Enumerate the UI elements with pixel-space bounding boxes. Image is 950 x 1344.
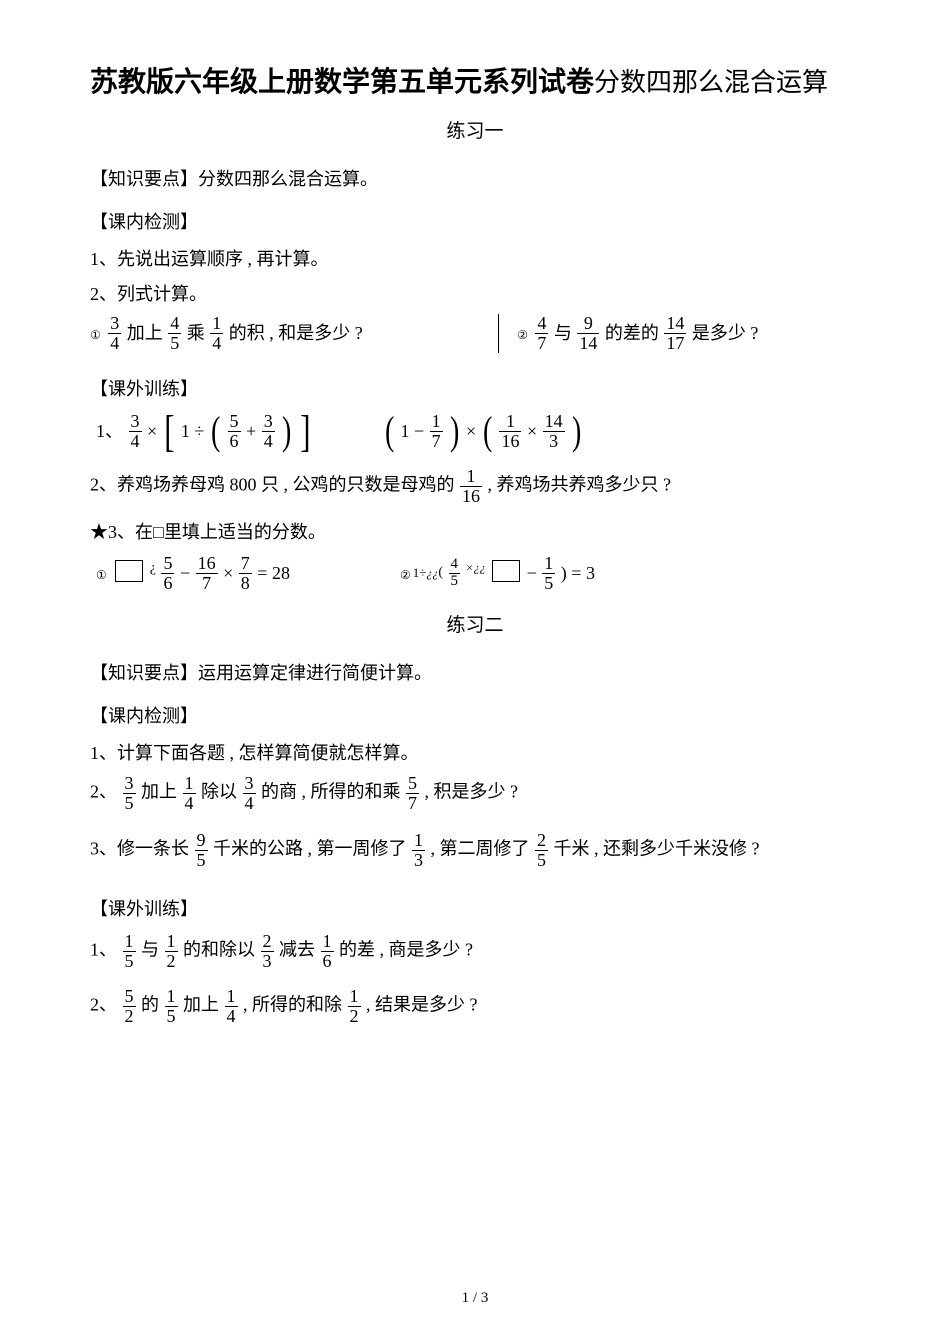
left-paren-icon: ( xyxy=(483,415,492,447)
fraction: 45 xyxy=(449,557,461,590)
p1-kw-q3-subitems: ① ¿ 56 − 167 × 78 = 28 ②1÷¿¿( 45 ×¿¿ − 1… xyxy=(96,554,860,593)
fraction: 12 xyxy=(348,987,361,1026)
p1-kw-q1: 1、 34 × [ 1 ÷ ( 56 + 34 ) ] ( 1 − 17 ) ×… xyxy=(96,412,860,451)
page-number: 1 / 3 xyxy=(0,1286,950,1310)
p1-kw-q1-expr2: ( 1 − 17 ) × ( 116 × 143 ) xyxy=(383,412,584,451)
fraction: 52 xyxy=(123,987,136,1026)
p2-q2: 2、 35 加上 14 除以 34 的商 , 所得的和乘 57 , 积是多少 ? xyxy=(90,774,860,813)
exercise-2-heading: 练习二 xyxy=(90,611,860,641)
fraction: 34 xyxy=(243,774,256,813)
p1-kw-q1-expr1: 1、 34 × [ 1 ÷ ( 56 + 34 ) ] xyxy=(96,412,313,451)
p1-q2-subitems: ① 34 加上 45 乘 14 的积 , 和是多少 ? ② 47 与 914 的… xyxy=(90,314,860,353)
p2-kw-q1: 1、 15 与 12 的和除以 23 减去 16 的差 , 商是多少 ? xyxy=(90,932,860,971)
blank-box xyxy=(492,560,520,582)
in-class-test-heading-2: 【课内检测】 xyxy=(90,702,860,731)
fraction: 14 xyxy=(225,987,238,1026)
page-title: 苏教版六年级上册数学第五单元系列试卷分数四那么混合运算 xyxy=(90,60,860,105)
circled-2-icon: ② xyxy=(517,326,528,345)
left-paren-icon: ( xyxy=(211,415,220,447)
fraction: 15 xyxy=(542,554,555,593)
fraction: 57 xyxy=(406,774,419,813)
right-bracket-icon: ] xyxy=(300,414,310,449)
fraction: 45 xyxy=(168,314,181,353)
knowledge-point-1: 【知识要点】分数四那么混合运算。 xyxy=(90,165,860,194)
fraction: 23 xyxy=(261,932,274,971)
p1-kw-q3: ★3、在□里填上适当的分数。 xyxy=(90,518,860,547)
left-bracket-icon: [ xyxy=(164,414,174,449)
fraction: 35 xyxy=(123,774,136,813)
title-bold: 苏教版六年级上册数学第五单元系列试卷 xyxy=(90,66,594,97)
circled-1-icon: ① xyxy=(96,566,107,585)
fraction: 95 xyxy=(195,831,208,870)
right-paren-icon: ) xyxy=(282,415,291,447)
p1-q2-sub2: ② 47 与 914 的差的 1417 是多少 ? xyxy=(498,314,860,353)
blank-box xyxy=(115,560,143,582)
fraction: 56 xyxy=(161,554,174,593)
p2-q1: 1、计算下面各题 , 怎样算简便就怎样算。 xyxy=(90,739,860,768)
fraction: 14 xyxy=(183,774,196,813)
p1-kw-q2: 2、养鸡场养母鸡 800 只 , 公鸡的只数是母鸡的 116 , 养鸡场共养鸡多… xyxy=(90,467,860,506)
fraction: 1417 xyxy=(664,314,686,353)
out-class-training-heading-1: 【课外训练】 xyxy=(90,375,860,404)
fraction: 47 xyxy=(535,314,548,353)
fraction: 12 xyxy=(165,932,178,971)
title-thin: 分数四那么混合运算 xyxy=(594,68,828,97)
fraction: 167 xyxy=(196,554,218,593)
p1-q2-sub1: ① 34 加上 45 乘 14 的积 , 和是多少 ? xyxy=(90,314,498,353)
fraction: 25 xyxy=(535,831,548,870)
p1-kw-q3-sub1: ① ¿ 56 − 167 × 78 = 28 xyxy=(96,554,290,593)
p1-kw-q3-sub2: ②1÷¿¿( 45 ×¿¿ − 15 ) = 3 xyxy=(400,554,595,593)
fraction: 34 xyxy=(129,412,142,451)
in-class-test-heading-1: 【课内检测】 xyxy=(90,208,860,237)
fraction: 34 xyxy=(262,412,275,451)
circled-1-icon: ① xyxy=(90,326,101,345)
fraction: 17 xyxy=(430,412,443,451)
fraction: 15 xyxy=(123,932,136,971)
fraction: 15 xyxy=(165,987,178,1026)
fraction: 16 xyxy=(321,932,334,971)
p1-q1: 1、先说出运算顺序 , 再计算。 xyxy=(90,245,860,274)
right-paren-icon: ) xyxy=(572,415,581,447)
p1-q2: 2、列式计算。 xyxy=(90,280,860,309)
p2-q3: 3、修一条长 95 千米的公路 , 第一周修了 13 , 第二周修了 25 千米… xyxy=(90,831,860,870)
fraction: 56 xyxy=(228,412,241,451)
left-paren-icon: ( xyxy=(385,415,394,447)
fraction: 13 xyxy=(412,831,425,870)
fraction: 14 xyxy=(210,314,223,353)
fraction: 116 xyxy=(499,412,521,451)
fraction: 78 xyxy=(239,554,252,593)
p2-kw-q2: 2、 52 的 15 加上 14 , 所得的和除 12 , 结果是多少 ? xyxy=(90,987,860,1026)
fraction: 143 xyxy=(543,412,565,451)
fraction: 914 xyxy=(577,314,599,353)
fraction: 116 xyxy=(460,467,482,506)
right-paren-icon: ) xyxy=(450,415,459,447)
out-class-training-heading-2: 【课外训练】 xyxy=(90,895,860,924)
circled-2-icon: ② xyxy=(400,566,411,585)
fraction: 34 xyxy=(108,314,121,353)
knowledge-point-2: 【知识要点】运用运算定律进行简便计算。 xyxy=(90,659,860,688)
exercise-1-heading: 练习一 xyxy=(90,117,860,147)
